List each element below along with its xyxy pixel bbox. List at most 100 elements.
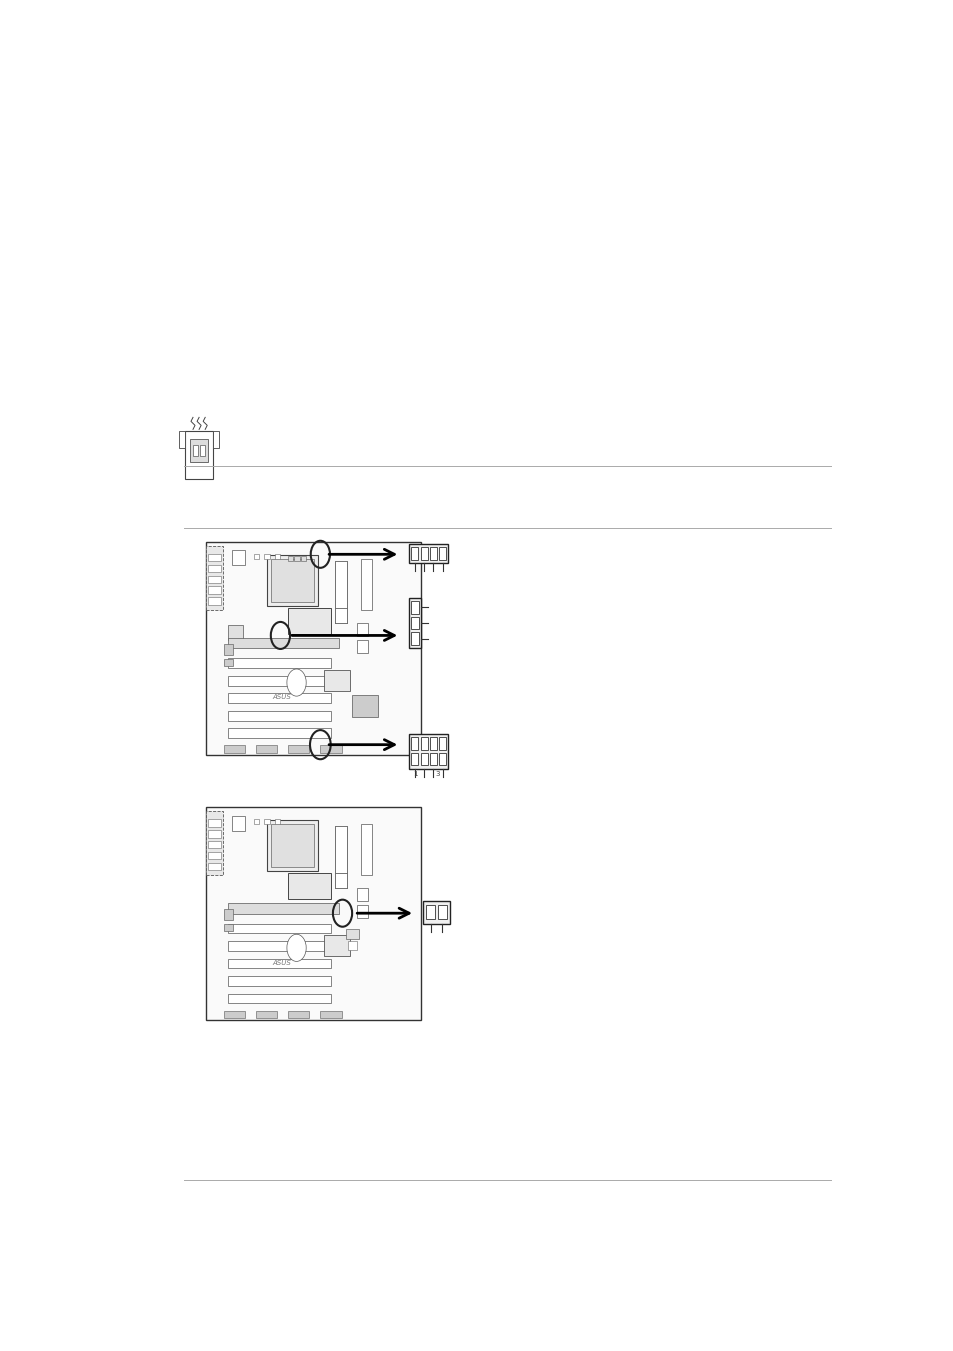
Bar: [409, 544, 448, 562]
Bar: [411, 616, 418, 630]
Bar: [228, 638, 339, 648]
Bar: [223, 644, 233, 655]
Bar: [223, 909, 233, 920]
Bar: [228, 924, 331, 934]
Bar: [335, 850, 347, 888]
Bar: [228, 711, 331, 720]
Bar: [335, 828, 347, 888]
Bar: [438, 547, 446, 559]
Bar: [208, 597, 221, 605]
Bar: [200, 444, 205, 457]
Bar: [429, 753, 436, 766]
Bar: [335, 574, 347, 623]
Bar: [324, 670, 350, 692]
Bar: [438, 738, 446, 750]
Bar: [335, 585, 347, 623]
Bar: [228, 728, 331, 738]
Bar: [360, 559, 372, 611]
Bar: [335, 827, 347, 873]
Bar: [288, 555, 293, 561]
Text: 3: 3: [436, 771, 439, 777]
Bar: [320, 746, 341, 753]
Bar: [420, 547, 427, 559]
Bar: [288, 1011, 309, 1019]
Bar: [228, 902, 339, 913]
Bar: [206, 812, 222, 875]
Bar: [335, 561, 347, 608]
Bar: [208, 840, 221, 848]
Bar: [411, 601, 418, 613]
Bar: [352, 696, 377, 716]
Bar: [255, 1011, 277, 1019]
Bar: [228, 626, 243, 640]
Bar: [300, 555, 306, 561]
Bar: [271, 559, 314, 601]
Bar: [223, 1011, 245, 1019]
Bar: [411, 547, 417, 559]
Bar: [223, 746, 245, 753]
Bar: [266, 555, 317, 605]
Bar: [228, 942, 331, 951]
Bar: [206, 807, 420, 1020]
Bar: [271, 824, 314, 867]
Bar: [253, 819, 259, 824]
Bar: [356, 905, 368, 917]
Bar: [208, 576, 221, 584]
Bar: [274, 819, 280, 824]
Bar: [274, 554, 280, 559]
Bar: [437, 905, 446, 920]
Bar: [206, 546, 222, 611]
Bar: [228, 693, 331, 703]
Bar: [208, 819, 221, 827]
Bar: [255, 746, 277, 753]
Bar: [324, 935, 350, 957]
Bar: [411, 738, 417, 750]
Bar: [208, 862, 221, 870]
Bar: [356, 888, 368, 901]
Bar: [288, 746, 309, 753]
Bar: [320, 1011, 341, 1019]
Bar: [423, 901, 449, 924]
Bar: [409, 735, 448, 769]
Bar: [360, 824, 372, 875]
Circle shape: [287, 935, 306, 962]
Bar: [190, 439, 208, 462]
Bar: [335, 839, 347, 888]
Text: ASUS: ASUS: [272, 959, 291, 966]
Bar: [294, 555, 299, 561]
Bar: [411, 632, 418, 644]
Text: 1: 1: [413, 771, 416, 777]
Bar: [185, 431, 213, 480]
Bar: [335, 563, 347, 623]
Bar: [223, 659, 233, 666]
Text: ASUS: ASUS: [272, 694, 291, 701]
Bar: [228, 959, 331, 969]
Bar: [411, 753, 417, 766]
Bar: [193, 444, 197, 457]
Bar: [288, 608, 331, 634]
Bar: [420, 738, 427, 750]
Bar: [429, 738, 436, 750]
Bar: [208, 554, 221, 562]
Bar: [206, 542, 420, 755]
Bar: [208, 851, 221, 859]
Bar: [208, 565, 221, 573]
Bar: [356, 623, 368, 636]
Bar: [208, 830, 221, 838]
Bar: [253, 554, 259, 559]
Bar: [213, 431, 219, 447]
Bar: [228, 994, 331, 1004]
Bar: [356, 640, 368, 653]
Bar: [346, 928, 358, 939]
Bar: [288, 873, 331, 898]
Bar: [232, 550, 245, 565]
Bar: [438, 753, 446, 766]
Bar: [232, 816, 245, 831]
Bar: [266, 820, 317, 871]
Bar: [228, 658, 331, 667]
Circle shape: [287, 669, 306, 696]
Bar: [420, 753, 427, 766]
Bar: [178, 431, 185, 447]
Bar: [228, 977, 331, 986]
Bar: [426, 905, 435, 920]
